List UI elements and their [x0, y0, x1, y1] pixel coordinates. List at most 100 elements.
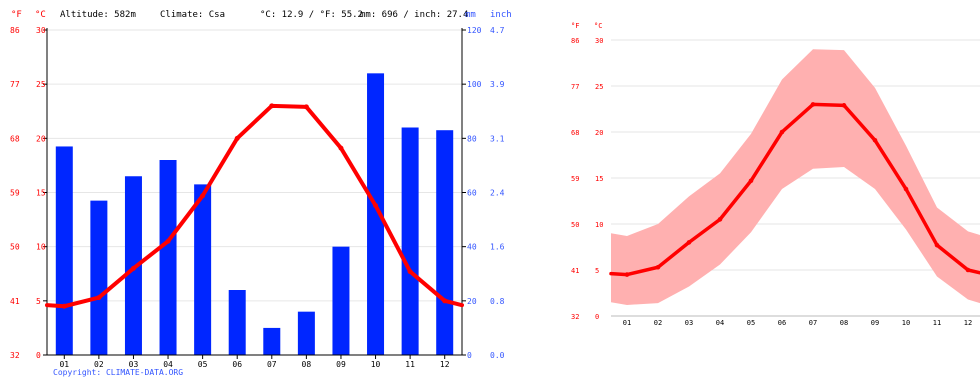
y-tick-label-inch: 0.0	[490, 351, 505, 360]
temperature-mean-point	[717, 217, 723, 222]
x-tick-label: 03	[129, 360, 139, 369]
y-tick-label-mm: 60	[467, 189, 477, 198]
x-tick-label: 10	[371, 360, 381, 369]
y-tick-label-f: 59	[571, 175, 579, 183]
y-tick-label-c: 5	[595, 267, 599, 275]
temperature-point	[61, 303, 67, 309]
y-tick-label-f: 86	[571, 37, 579, 45]
climate-graph-tick-labels: 01 02 03 04 05 06 07 08 09 10 11 123241505968778605…	[10, 26, 505, 369]
temperature-point	[338, 145, 344, 151]
y-tick-label-c: 15	[36, 189, 46, 198]
climate-graph: °F °C Altitude: 582m Climate: Csa °C: 12…	[10, 10, 512, 377]
x-tick-label: 04	[163, 360, 173, 369]
temperature-mean-point	[655, 264, 661, 270]
y-tick-label-inch: 3.1	[490, 134, 505, 143]
precipitation-bar	[228, 290, 246, 355]
y-tick-label-mm: 80	[467, 134, 477, 143]
y-tick-label-c: 10	[595, 221, 603, 229]
y-tick-label-f: 77	[571, 83, 579, 91]
temperature-mean-point	[748, 178, 754, 184]
x-tick-label: 03	[685, 319, 693, 327]
precipitation-bar	[263, 327, 281, 355]
x-tick-label: 01	[623, 319, 631, 327]
y-tick-label-f: 68	[571, 129, 579, 137]
y-tick-label-inch: 1.6	[490, 243, 505, 252]
temperature-point	[165, 238, 171, 244]
y-tick-label-c: 10	[36, 243, 46, 252]
right-temp-unit-c: °C	[594, 22, 602, 30]
left-temp-unit-f: °F	[11, 10, 22, 20]
temperature-line	[45, 103, 464, 309]
precipitation-bar	[124, 176, 142, 355]
x-tick-label: 09	[871, 319, 879, 327]
x-tick-label: 04	[716, 319, 724, 327]
precipitation-bar	[297, 311, 315, 355]
x-tick-label: 07	[809, 319, 817, 327]
y-tick-label-c: 15	[595, 175, 603, 183]
y-tick-label-f: 50	[10, 243, 20, 252]
y-tick-label-f: 68	[10, 134, 20, 143]
precip-unit-mm: mm	[465, 10, 476, 20]
x-tick-label: 11	[933, 319, 941, 327]
precipitation-bar	[159, 160, 177, 355]
y-tick-label-mm: 0	[467, 351, 472, 360]
left-temp-unit-c: °C	[35, 10, 46, 20]
precipitation-bars	[55, 73, 454, 355]
temperature-mean-line	[609, 102, 980, 277]
y-tick-label-f: 41	[10, 297, 20, 306]
temperature-mean-point	[841, 103, 847, 108]
right-temp-unit-f: °F	[571, 22, 579, 30]
precipitation-bar	[194, 184, 212, 355]
x-tick-label: 06	[232, 360, 242, 369]
y-tick-label-c: 25	[36, 80, 46, 89]
y-tick-label-mm: 40	[467, 243, 477, 252]
x-tick-label: 05	[747, 319, 755, 327]
precipitation-bar	[90, 200, 108, 355]
temperature-point	[442, 298, 448, 304]
avg-temp-label: °C: 12.9 / °F: 55.2	[260, 10, 363, 20]
y-tick-label-f: 86	[10, 26, 20, 35]
climate-graph-axes	[43, 28, 466, 359]
x-tick-label: 05	[198, 360, 208, 369]
temperature-graph-tick-labels: 01 02 03 04 05 06 07 08 09 10 11 123241505968778605…	[571, 37, 972, 327]
x-tick-label: 09	[336, 360, 346, 369]
temperature-mean-point	[779, 129, 785, 135]
x-tick-label: 02	[654, 319, 662, 327]
temperature-point	[96, 295, 102, 301]
y-tick-label-mm: 100	[467, 80, 482, 89]
y-tick-label-f: 41	[571, 267, 579, 275]
temperature-line-path	[45, 103, 464, 309]
y-tick-label-c: 5	[36, 297, 41, 306]
x-tick-label: 01	[59, 360, 69, 369]
y-tick-label-c: 0	[36, 351, 41, 360]
y-tick-label-c: 30	[595, 37, 603, 45]
x-tick-label: 06	[778, 319, 786, 327]
precip-total-label: mm: 696 / inch: 27.4	[360, 10, 468, 20]
temperature-mean-point	[934, 242, 940, 248]
y-tick-label-mm: 120	[467, 26, 482, 35]
temperature-mean-point	[624, 272, 630, 277]
y-tick-label-inch: 0.8	[490, 297, 505, 306]
climate-graph-grid	[47, 29, 462, 356]
y-tick-label-c: 0	[595, 313, 599, 321]
y-tick-label-inch: 3.9	[490, 80, 505, 89]
y-tick-label-mm: 20	[467, 297, 477, 306]
precipitation-bar	[332, 246, 350, 355]
y-tick-label-f: 32	[571, 313, 579, 321]
precipitation-bar	[55, 146, 73, 355]
climate-label: Climate: Csa	[160, 10, 225, 20]
x-tick-label: 10	[902, 319, 910, 327]
temperature-mean-point	[686, 240, 692, 245]
temperature-mean-path	[609, 102, 980, 277]
x-tick-label: 11	[405, 360, 415, 369]
y-tick-label-f: 77	[10, 80, 20, 89]
temperature-mean-point	[810, 102, 816, 107]
precip-unit-inch: inch	[490, 10, 512, 20]
temperature-point	[269, 103, 275, 109]
altitude-label: Altitude: 582m	[60, 10, 136, 20]
x-tick-label: 08	[302, 360, 312, 369]
temperature-point	[130, 265, 136, 271]
x-tick-label: 08	[840, 319, 848, 327]
y-tick-label-inch: 2.4	[490, 189, 505, 198]
